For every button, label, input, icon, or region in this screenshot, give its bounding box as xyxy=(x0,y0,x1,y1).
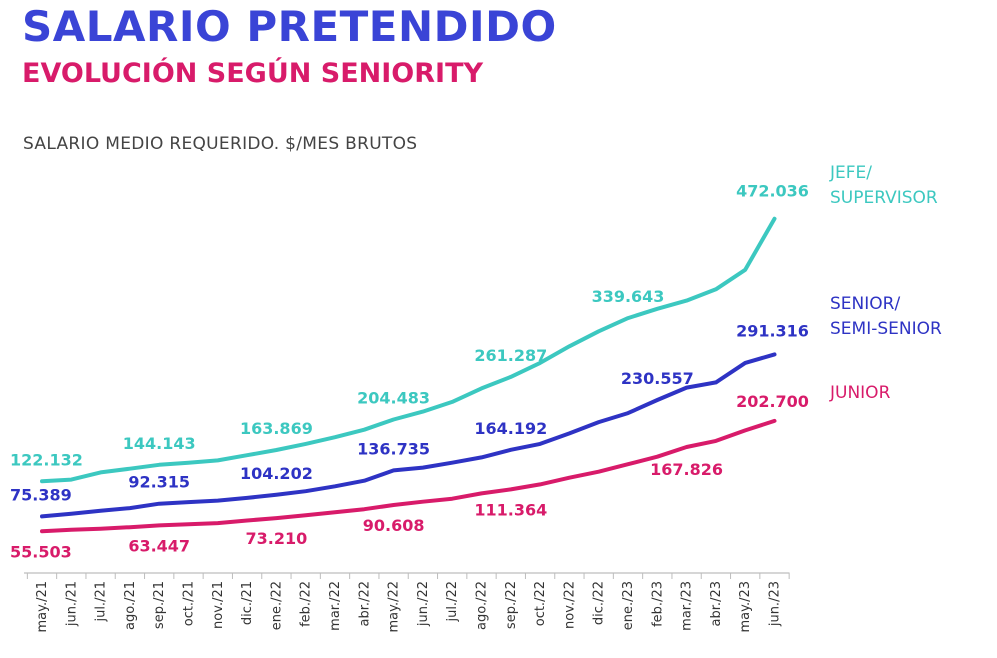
x-tick-label: feb./23 xyxy=(650,581,665,627)
x-tick-label: may./23 xyxy=(738,581,753,633)
x-tick-label: jul./21 xyxy=(94,581,109,623)
x-tick-label: oct./22 xyxy=(533,581,548,626)
data-label: 291.316 xyxy=(736,321,809,340)
data-label: 472.036 xyxy=(736,182,809,201)
page-subtitle: EVOLUCIÓN SEGÚN SENIORITY xyxy=(22,58,484,89)
x-tick-label: jun./23 xyxy=(768,581,783,627)
data-labels: 122.132 144.143 163.869 204.483 261.287 339.6… xyxy=(10,182,809,562)
x-tick-label: jun./22 xyxy=(416,581,431,627)
series-label: SEMI-SENIOR xyxy=(830,319,942,339)
x-tick-label: ago./21 xyxy=(123,581,138,630)
x-tick-label: ene./23 xyxy=(621,581,636,630)
data-label: 202.700 xyxy=(736,392,809,411)
series-line xyxy=(40,352,777,519)
x-tick-label: mar./23 xyxy=(680,581,695,631)
x-tick-label: abr./22 xyxy=(357,581,372,626)
y-axis-label: SALARIO MEDIO REQUERIDO. $/MES BRUTOS xyxy=(23,134,418,154)
series-lines xyxy=(40,216,777,534)
data-label: 164.192 xyxy=(474,419,547,438)
x-tick-label: sep./22 xyxy=(504,581,519,629)
x-axis: may./21 jun./21 jul./21 ago./21 sep./21 oct./… xyxy=(24,572,790,633)
series-line xyxy=(40,418,777,534)
x-tick-label: mar./22 xyxy=(328,581,343,631)
data-label: 167.826 xyxy=(650,460,723,479)
series-label: SUPERVISOR xyxy=(830,188,938,208)
x-tick-label: ago./22 xyxy=(475,581,490,630)
data-label: 261.287 xyxy=(474,346,547,365)
series-labels: JEFE/SUPERVISOR SENIOR/SEMI-SENIOR JUNIOR xyxy=(829,163,942,403)
x-tick-label: jul./22 xyxy=(445,581,460,623)
series-line xyxy=(40,216,777,484)
series-label: SENIOR/ xyxy=(830,294,900,314)
data-label: 230.557 xyxy=(621,369,694,388)
x-tick-label: dic./22 xyxy=(592,581,607,625)
data-label: 122.132 xyxy=(10,450,83,469)
data-label: 73.210 xyxy=(246,529,308,548)
data-label: 339.643 xyxy=(592,287,665,306)
data-label: 136.735 xyxy=(357,439,430,458)
data-label: 55.503 xyxy=(10,542,72,561)
x-tick-label: abr./23 xyxy=(709,581,724,626)
data-label: 75.389 xyxy=(10,485,72,504)
x-tick-label: ene./22 xyxy=(269,581,284,630)
page-title: SALARIO PRETENDIDO xyxy=(22,2,557,51)
x-tick-label: oct./21 xyxy=(182,581,197,626)
series-label: JEFE/ xyxy=(829,163,872,183)
x-tick-label: nov./21 xyxy=(211,581,226,629)
data-label: 111.364 xyxy=(474,500,547,519)
data-label: 63.447 xyxy=(128,536,190,555)
x-tick-label: jun./21 xyxy=(64,581,79,627)
data-label: 204.483 xyxy=(357,389,430,408)
data-label: 90.608 xyxy=(363,516,425,535)
x-tick-label: may./22 xyxy=(387,581,402,633)
data-label: 104.202 xyxy=(240,464,313,483)
x-tick-label: nov./22 xyxy=(562,581,577,629)
series-label: JUNIOR xyxy=(829,383,891,403)
data-label: 144.143 xyxy=(123,434,196,453)
x-tick-label: sep./21 xyxy=(152,581,167,629)
x-tick-label: dic./21 xyxy=(240,581,255,625)
x-tick-label: may./21 xyxy=(35,581,50,633)
data-label: 163.869 xyxy=(240,419,313,438)
x-tick-label: feb./22 xyxy=(299,581,314,627)
data-label: 92.315 xyxy=(128,473,190,492)
